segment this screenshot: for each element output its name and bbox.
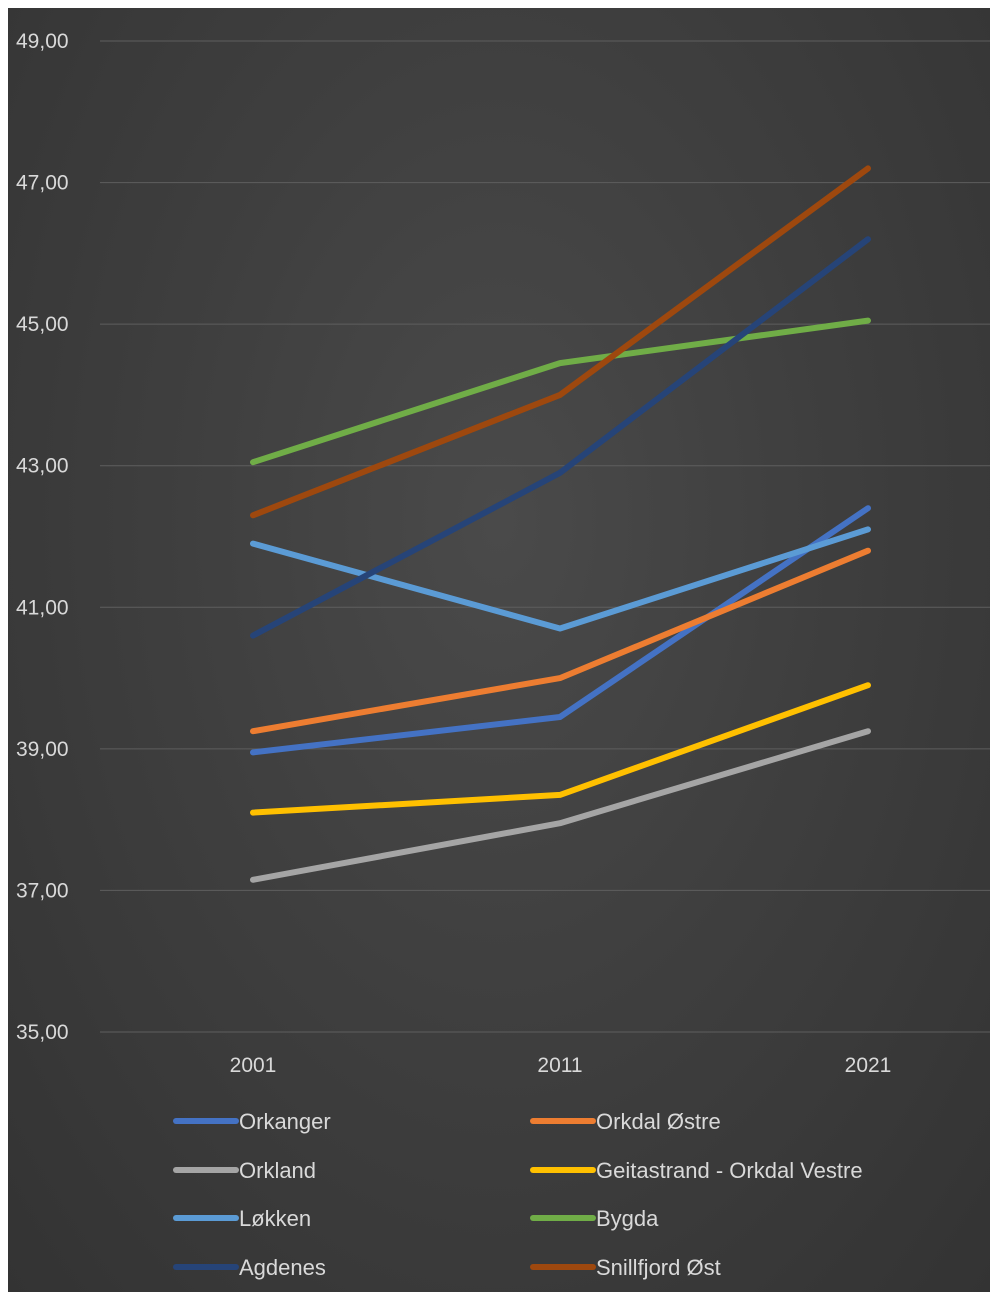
y-tick-label: 43,00 <box>16 455 69 478</box>
legend-label: Snillfjord Øst <box>596 1255 721 1280</box>
series-line-6 <box>250 236 871 639</box>
legend-item: Geitastrand - Orkdal Vestre <box>530 1158 863 1183</box>
x-tick-label: 2001 <box>230 1054 277 1077</box>
legend-item: Bygda <box>530 1206 659 1231</box>
y-tick-label: 47,00 <box>16 172 69 195</box>
chart-area <box>8 8 990 1292</box>
x-tick-label: 2021 <box>845 1054 892 1077</box>
gridlines <box>100 40 990 1033</box>
series-line-2 <box>250 728 871 883</box>
series-line-1 <box>250 547 871 735</box>
legend-label: Orkanger <box>239 1109 331 1134</box>
legend-label: Løkken <box>239 1206 311 1231</box>
legend-item: Snillfjord Øst <box>530 1255 721 1280</box>
legend-item: Orkanger <box>173 1109 331 1134</box>
legend-item: Orkdal Østre <box>530 1109 721 1134</box>
legend-label: Agdenes <box>239 1255 326 1280</box>
y-tick-label: 41,00 <box>16 596 69 619</box>
legend-item: Orkland <box>173 1158 316 1183</box>
legend-label: Orkdal Østre <box>596 1109 721 1134</box>
y-tick-label: 49,00 <box>16 30 69 53</box>
legend-label: Geitastrand - Orkdal Vestre <box>596 1158 863 1183</box>
y-axis-tick-labels: 35,00 37,00 39,00 41,00 43,00 45,00 47,00 49,00 <box>16 30 69 1044</box>
legend-item: Løkken <box>173 1206 311 1231</box>
series-line-3 <box>250 682 871 816</box>
series-line-7 <box>250 165 871 519</box>
series-line-4 <box>250 526 871 632</box>
x-axis-tick-labels: 2001 2011 2021 <box>230 1054 892 1077</box>
legend-label: Bygda <box>596 1206 659 1231</box>
y-tick-label: 35,00 <box>16 1021 69 1044</box>
legend: Orkanger Orkdal Østre Orkland Geitastrand -… <box>173 1109 863 1280</box>
series-line-0 <box>250 505 871 756</box>
series-lines <box>250 165 871 883</box>
legend-item: Agdenes <box>173 1255 326 1280</box>
x-tick-label: 2011 <box>537 1054 582 1077</box>
legend-label: Orkland <box>239 1158 316 1183</box>
y-tick-label: 45,00 <box>16 313 69 336</box>
series-line-5 <box>250 317 871 466</box>
y-tick-label: 37,00 <box>16 879 69 902</box>
y-tick-label: 39,00 <box>16 738 69 761</box>
